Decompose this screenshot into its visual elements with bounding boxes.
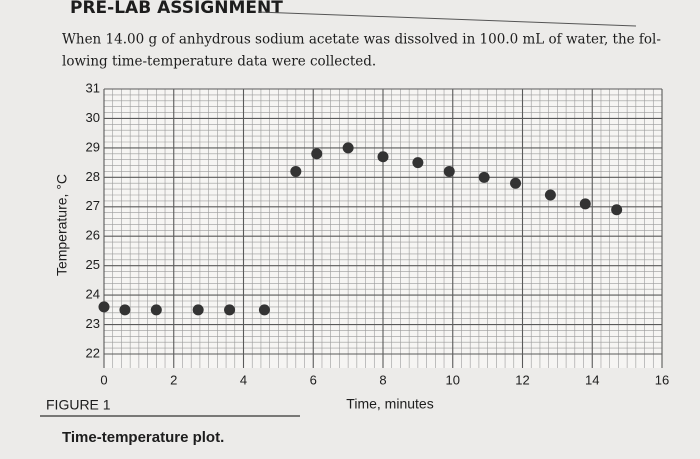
data-point — [192, 304, 204, 316]
figure-label: FIGURE 1 — [46, 397, 111, 413]
data-point — [377, 151, 389, 163]
intro-line: When 14.00 g of anhydrous sodium acetate… — [62, 32, 661, 48]
y-tick-label: 29 — [86, 139, 100, 154]
intro-line: lowing time-temperature data were collec… — [62, 54, 376, 70]
x-axis-label: Time, minutes — [346, 396, 433, 412]
data-point — [412, 157, 424, 169]
x-tick-label: 0 — [100, 372, 107, 387]
y-tick-label: 22 — [86, 345, 100, 360]
data-point — [478, 171, 490, 183]
x-tick-label: 12 — [515, 372, 529, 387]
y-tick-label: 31 — [86, 80, 100, 95]
y-tick-label: 23 — [86, 316, 100, 331]
x-tick-label: 4 — [240, 372, 247, 387]
header-rule — [257, 11, 637, 27]
y-tick-label: 25 — [86, 257, 100, 272]
data-point — [150, 304, 162, 316]
y-tick-label: 26 — [86, 228, 100, 243]
data-point — [224, 304, 236, 316]
data-point — [290, 165, 302, 177]
caption: Time-temperature plot. — [62, 429, 224, 446]
x-tick-label: 2 — [170, 372, 177, 387]
data-point — [611, 204, 623, 216]
data-point — [311, 148, 323, 160]
data-point — [98, 301, 110, 313]
x-tick-label: 16 — [655, 372, 669, 387]
grid — [103, 88, 663, 368]
x-tick-label: 10 — [446, 372, 460, 387]
y-tick-label: 28 — [86, 169, 100, 184]
data-point — [443, 165, 455, 177]
x-tick-label: 14 — [585, 372, 599, 387]
data-point — [258, 304, 270, 316]
y-tick-label: 30 — [86, 110, 100, 125]
x-tick-label: 8 — [379, 372, 386, 387]
data-point — [510, 177, 522, 189]
data-point — [342, 142, 354, 154]
y-tick-label: 27 — [86, 198, 100, 213]
data-point — [579, 198, 591, 210]
y-tick-label: 24 — [86, 287, 100, 302]
x-tick-label: 6 — [310, 372, 317, 387]
y-axis-label: Temperature, °C — [54, 174, 70, 276]
data-point — [544, 189, 556, 201]
data-point — [119, 304, 131, 316]
header: PRE-LAB ASSIGNMENT — [70, 0, 283, 18]
